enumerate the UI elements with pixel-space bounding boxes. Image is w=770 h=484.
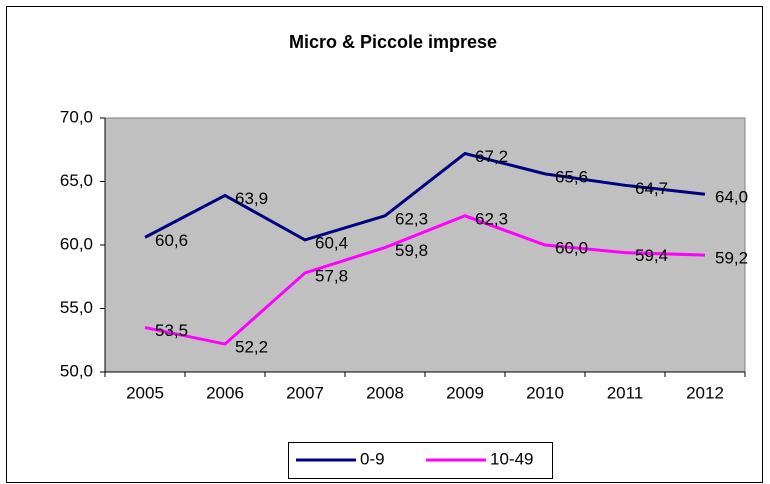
x-tick-label: 2006 [206, 383, 244, 402]
chart-title: Micro & Piccole imprese [289, 32, 497, 52]
y-tick-label: 55,0 [60, 298, 93, 317]
legend-label: 10-49 [490, 449, 533, 468]
data-label: 59,8 [395, 241, 428, 260]
data-label: 62,3 [475, 209, 508, 228]
data-label: 59,4 [635, 246, 668, 265]
data-label: 63,9 [235, 189, 268, 208]
data-label: 67,2 [475, 147, 508, 166]
x-tick-label: 2009 [446, 383, 484, 402]
x-tick-label: 2005 [126, 383, 164, 402]
data-label: 57,8 [315, 266, 348, 285]
y-tick-label: 50,0 [60, 361, 93, 380]
x-tick-label: 2011 [607, 383, 644, 402]
data-label: 60,6 [155, 231, 188, 250]
data-label: 62,3 [395, 209, 428, 228]
x-tick-label: 2007 [286, 383, 324, 402]
data-label: 52,2 [235, 338, 268, 357]
series-line [144, 214, 706, 346]
x-tick-label: 2008 [366, 383, 404, 402]
data-label: 64,7 [635, 179, 668, 198]
data-label: 60,0 [555, 238, 588, 257]
data-label: 53,5 [155, 321, 188, 340]
plot-area [104, 117, 746, 373]
y-tick-label: 70,0 [60, 107, 93, 126]
x-tick-label: 2012 [686, 383, 724, 402]
series-line [144, 151, 706, 242]
data-label: 64,0 [715, 188, 748, 207]
y-tick-label: 65,0 [60, 171, 93, 190]
x-tick-label: 2010 [526, 383, 564, 402]
data-label: 59,2 [715, 249, 748, 268]
data-label: 65,6 [555, 167, 588, 186]
y-tick-label: 60,0 [60, 234, 93, 253]
legend-label: 0-9 [360, 449, 385, 468]
data-label: 60,4 [315, 233, 348, 252]
